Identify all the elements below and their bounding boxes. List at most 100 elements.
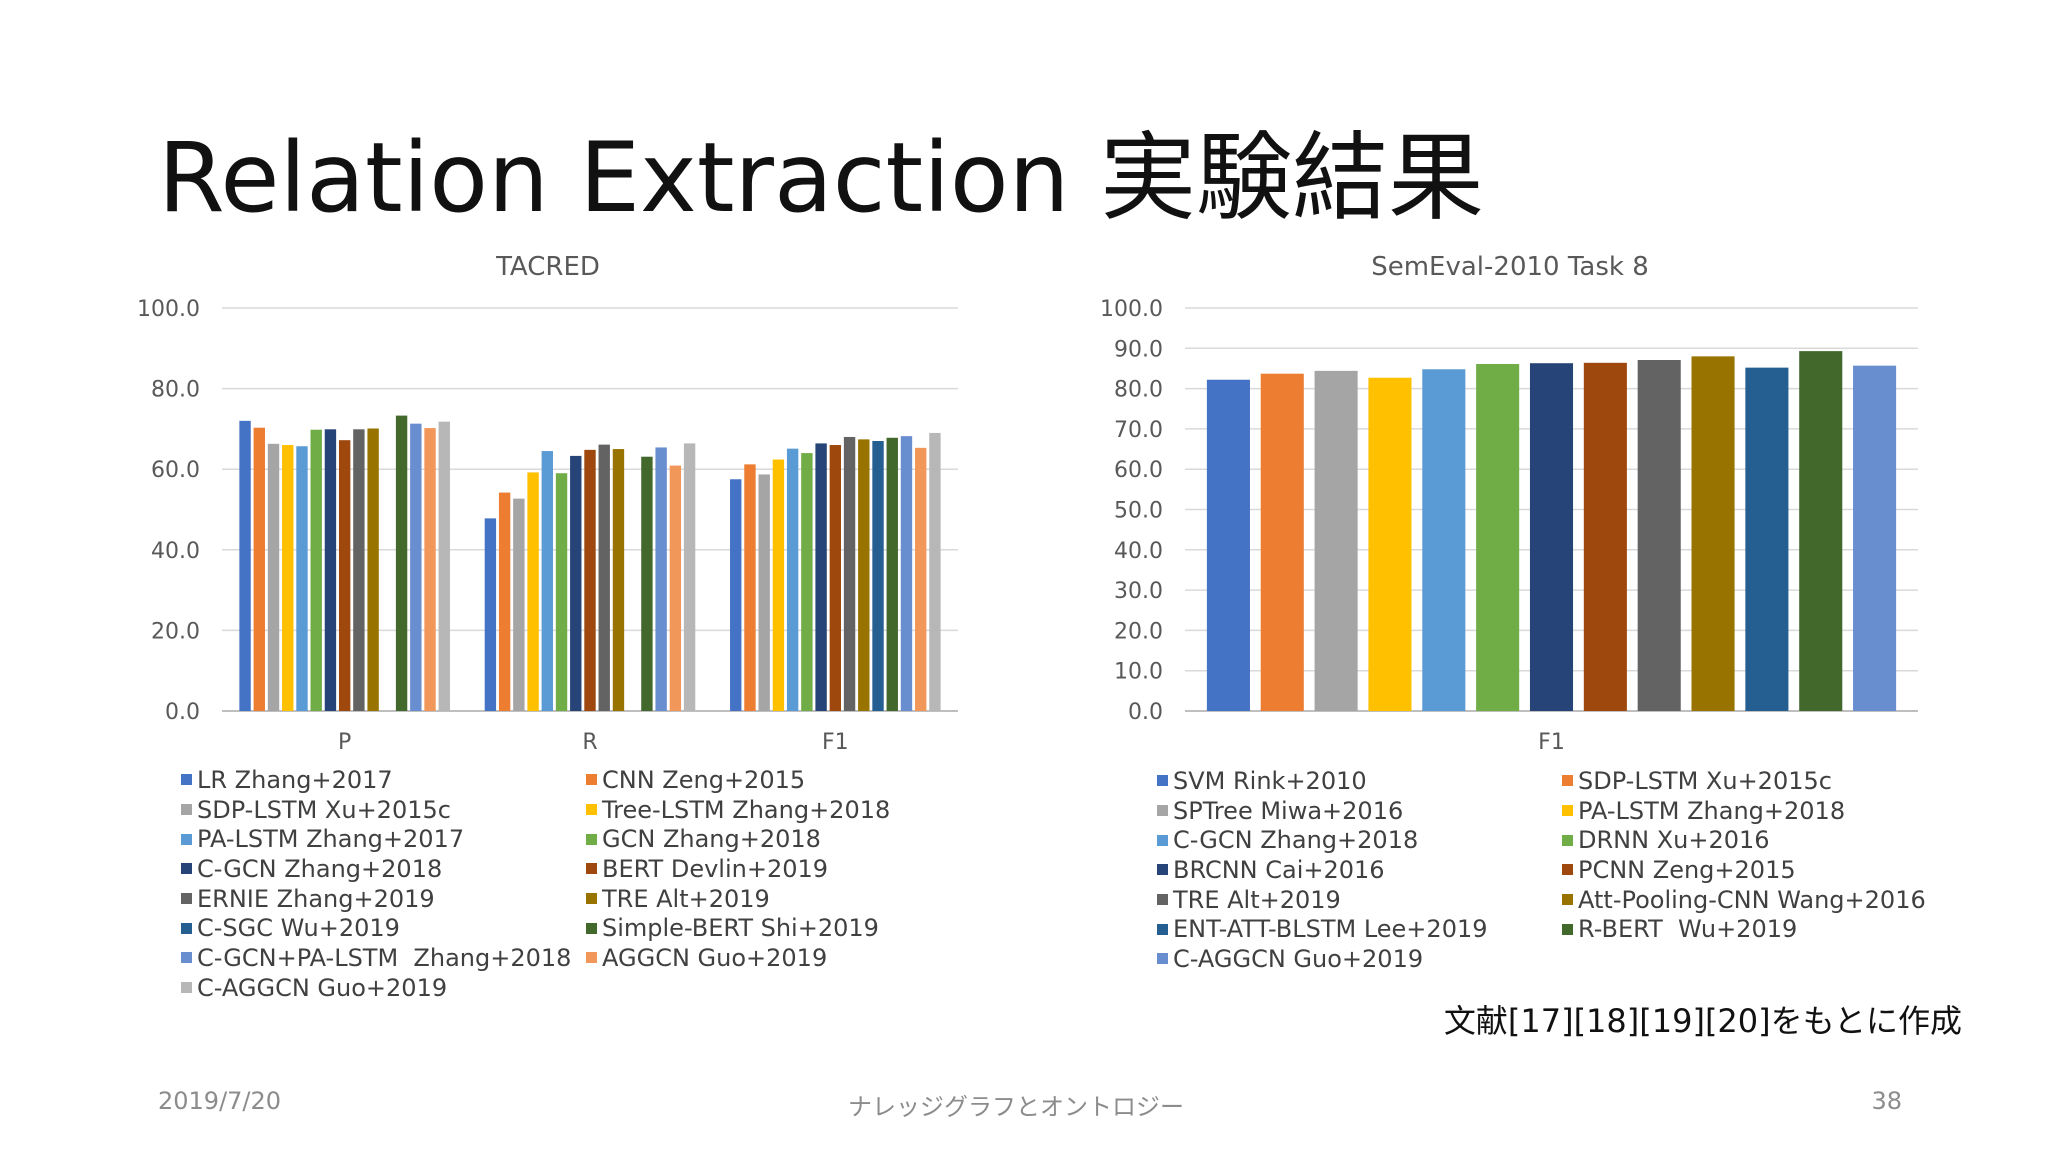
legend-swatch <box>1157 864 1168 876</box>
tacred-y-tick-label: 80.0 <box>151 378 200 403</box>
tacred-bar <box>527 472 539 711</box>
legend-label: BRCNN Cai+2016 <box>1173 855 1385 884</box>
legend-label: SPTree Miwa+2016 <box>1173 796 1404 825</box>
semeval-y-tick-label: 20.0 <box>1114 619 1163 644</box>
legend-label: DRNN Xu+2016 <box>1578 826 1770 855</box>
tacred-bar <box>353 429 365 711</box>
legend-swatch <box>1562 805 1573 817</box>
legend-swatch <box>1157 923 1168 935</box>
legend-item: BERT Devlin+2019 <box>586 854 991 884</box>
legend-label: ENT-ATT-BLSTM Lee+2019 <box>1173 915 1488 944</box>
tacred-bar <box>669 465 682 711</box>
legend-swatch <box>1157 775 1168 787</box>
tacred-bar <box>584 449 596 711</box>
semeval-bar <box>1422 369 1466 711</box>
source-note: 文献[17][18][19][20]をもとに作成 <box>1443 1002 1962 1040</box>
legend-swatch <box>1157 834 1168 846</box>
tacred-bar <box>900 436 913 711</box>
tacred-y-tick-label: 40.0 <box>151 539 200 564</box>
semeval-y-tick-label: 70.0 <box>1114 418 1163 443</box>
legend-item: CNN Zeng+2015 <box>586 765 991 795</box>
legend-item: SDP-LSTM Xu+2015c <box>181 795 586 825</box>
legend-item: R-BERT Wu+2019 <box>1562 914 1967 944</box>
legend-label: C-AGGCN Guo+2019 <box>1173 944 1424 973</box>
footer-center: ナレッジグラフとオントロジー <box>848 1093 1184 1121</box>
footer-date: 2019/7/20 <box>158 1087 282 1115</box>
legend-swatch <box>1562 923 1573 935</box>
legend-label: PA-LSTM Zhang+2017 <box>197 825 465 854</box>
legend-swatch <box>181 893 192 905</box>
legend-swatch <box>586 774 597 786</box>
semeval-bar <box>1368 377 1412 711</box>
tacred-bar <box>555 473 568 711</box>
legend-item: AGGCN Guo+2019 <box>586 943 991 973</box>
tacred-bar <box>815 443 827 711</box>
legend-item: C-AGGCN Guo+2019 <box>1157 944 1562 974</box>
semeval-bar <box>1529 363 1574 711</box>
legend-label: C-SGC Wu+2019 <box>197 914 400 943</box>
legend-item: PA-LSTM Zhang+2018 <box>1562 796 1967 826</box>
tacred-bar <box>758 474 770 711</box>
slide-title: Relation Extraction 実験結果 <box>158 122 1484 234</box>
semeval-bar <box>1853 365 1897 711</box>
tacred-bar <box>395 415 408 711</box>
semeval-y-tick-label: 50.0 <box>1114 499 1163 524</box>
semeval-y-tick-label: 40.0 <box>1114 539 1163 564</box>
tacred-bar <box>929 432 941 711</box>
legend-swatch <box>1157 894 1168 906</box>
semeval-bar <box>1314 370 1358 711</box>
legend-item: TRE Alt+2019 <box>586 884 991 914</box>
tacred-bar <box>438 421 450 711</box>
tacred-bar <box>730 479 742 711</box>
semeval-bar <box>1476 364 1520 711</box>
legend-swatch <box>181 804 192 816</box>
tacred-y-tick-label: 60.0 <box>151 458 200 483</box>
legend-swatch <box>181 833 192 845</box>
tacred-legend: LR Zhang+2017 CNN Zeng+2015 SDP-LSTM Xu+20… <box>181 765 991 1003</box>
tacred-bar <box>498 492 511 711</box>
legend-label: SDP-LSTM Xu+2015c <box>197 795 451 824</box>
tacred-y-tick-label: 0.0 <box>165 700 200 725</box>
tacred-bar <box>424 428 436 711</box>
tacred-bar <box>570 455 582 711</box>
legend-label: SDP-LSTM Xu+2015c <box>1578 766 1832 795</box>
legend-item: ENT-ATT-BLSTM Lee+2019 <box>1157 914 1562 944</box>
legend-swatch <box>1562 775 1573 787</box>
legend-label: TRE Alt+2019 <box>602 884 770 913</box>
semeval-y-tick-label: 60.0 <box>1114 458 1163 483</box>
legend-item: ERNIE Zhang+2019 <box>181 884 586 914</box>
tacred-bar <box>843 436 856 711</box>
tacred-bar <box>858 439 870 711</box>
semeval-y-tick-label: 90.0 <box>1114 337 1163 362</box>
legend-label: C-AGGCN Guo+2019 <box>197 973 448 1002</box>
tacred-bar <box>915 447 927 711</box>
legend-swatch <box>586 833 597 845</box>
legend-item: C-GCN Zhang+2018 <box>181 854 586 884</box>
semeval-legend: SVM Rink+2010 SDP-LSTM Xu+2015c SPTree Miw… <box>1157 766 1967 974</box>
legend-swatch <box>586 804 597 816</box>
tacred-bar <box>324 429 337 711</box>
legend-label: R-BERT Wu+2019 <box>1578 915 1798 944</box>
legend-label: PCNN Zeng+2015 <box>1578 855 1796 884</box>
legend-item: DRNN Xu+2016 <box>1562 825 1967 855</box>
tacred-bar <box>598 444 610 711</box>
legend-item: BRCNN Cai+2016 <box>1157 855 1562 885</box>
legend-swatch <box>1562 894 1573 906</box>
legend-swatch <box>1562 834 1573 846</box>
legend-swatch <box>586 922 597 934</box>
semeval-bar <box>1637 359 1681 711</box>
legend-item: SPTree Miwa+2016 <box>1157 796 1562 826</box>
tacred-category-label: R <box>582 730 597 755</box>
legend-swatch <box>1157 805 1168 817</box>
legend-swatch <box>1562 864 1573 876</box>
tacred-bar <box>253 427 265 711</box>
tacred-bar <box>282 445 294 711</box>
legend-item: Simple-BERT Shi+2019 <box>586 913 991 943</box>
semeval-bar <box>1745 367 1789 711</box>
legend-label: Simple-BERT Shi+2019 <box>602 914 879 943</box>
tacred-bar <box>338 440 351 711</box>
tacred-category-label: P <box>338 730 351 755</box>
tacred-bar <box>829 445 842 711</box>
tacred-bar <box>683 443 696 711</box>
